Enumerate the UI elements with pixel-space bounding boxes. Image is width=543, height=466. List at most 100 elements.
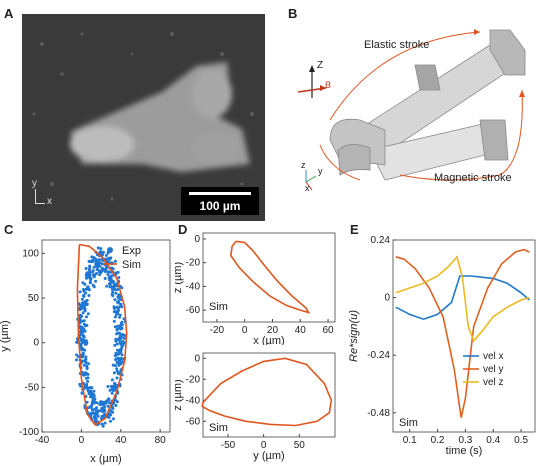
exp-point [96,414,100,418]
exp-point [89,395,92,399]
x-tick-label: 40 [295,325,307,336]
y-tick-label: 50 [28,293,40,304]
exp-point [110,378,114,382]
exp-point [101,250,105,254]
micrograph-image: y x [22,14,265,221]
y-tick-label: -40 [186,395,201,406]
exp-point [83,309,87,313]
exp-point [78,303,82,307]
exp-point [121,333,125,337]
exp-point [110,405,114,409]
exp-point [80,391,84,395]
exp-point [91,259,95,263]
exp-point [84,371,88,375]
exp-point [113,354,117,358]
exp-point [111,363,115,367]
exp-point [107,398,111,402]
legend-exp-marker [107,247,113,253]
exp-point [115,328,119,332]
y-axis-label: z (µm) [175,262,184,293]
chart-e: 0.1 0.2 0.3 0.4 0.5 0.24 0 -0.24 -0.48 time (s) Re… [348,235,536,457]
exp-point [116,324,120,328]
exp-point [95,406,99,410]
exp-point [98,261,102,265]
exp-point [120,323,124,327]
y-tick-label: -20 [186,258,201,269]
exp-point [106,272,110,276]
exp-point [82,334,86,338]
exp-point [94,279,98,283]
exp-point [86,287,90,291]
exp-point [78,290,82,294]
exp-point [110,391,114,395]
x-axis-label: y (µm) [253,450,284,462]
exp-point [110,387,114,391]
y-tick-label: 0 [194,234,200,245]
exp-point [115,369,119,373]
y-tick-label: -100 [19,427,39,438]
exp-point [100,258,104,262]
exp-point [109,384,113,388]
exp-point [80,297,84,301]
exp-point [92,265,96,269]
exp-point [84,274,88,278]
exp-point [106,385,110,388]
sim-annotation: Sim [209,422,228,434]
axis-x-label: x [47,196,52,207]
exp-point [81,281,85,285]
x-tick-label: 80 [155,435,167,446]
exp-point [115,342,119,346]
exp-point [114,364,117,368]
series-line-vel-x [395,275,530,321]
x-tick-label: 0 [261,440,267,451]
exp-point [114,288,117,292]
axis-y-label: y [32,178,37,189]
exp-point [115,305,119,309]
exp-point [83,282,87,286]
exp-point [116,270,120,274]
x-tick-label: 0.4 [486,435,500,446]
y-axis-label: Re*sign(u) [348,310,360,362]
exp-point [88,264,92,268]
exp-point [114,284,117,288]
exp-point [121,340,125,344]
exp-point [111,290,115,294]
exp-point [103,421,107,425]
exp-point [85,315,88,319]
exp-point [102,402,106,406]
axis-indicator: y x [28,178,56,212]
series-line-vel-z [395,255,530,343]
scale-bar: 100 µm [181,187,259,215]
y-tick-label: 0.24 [371,235,391,246]
exp-point [118,348,122,351]
exp-point [85,367,89,371]
exp-point [85,302,89,306]
exp-point [102,267,106,271]
chart-c: -40 0 40 80 100 50 0 -50 -100 x (µm) y (µm) Exp Sim [0,239,171,465]
exp-point [84,355,88,359]
y-tick-label: -40 [186,281,201,292]
exp-point [96,246,100,250]
exp-point [116,331,120,335]
exp-point [99,269,103,273]
exp-point [78,313,82,317]
exp-point [84,376,88,380]
exp-point [82,363,86,367]
exp-point [114,291,118,295]
x-tick-label: 40 [115,435,127,446]
exp-point [75,353,79,357]
series-line-vel-y [395,248,530,418]
exp-point [118,324,122,328]
y-axis-label: y (µm) [0,320,11,351]
exp-point [119,334,123,338]
exp-point [113,298,117,302]
exp-point [84,357,88,361]
exp-point [92,285,96,289]
exp-point [115,360,119,364]
plot-frame [202,352,336,438]
sim-line [201,357,333,427]
exp-point [91,402,94,406]
panel-label-c: C [4,222,14,237]
y-tick-label: -0.24 [367,350,390,361]
exp-point [117,294,121,298]
